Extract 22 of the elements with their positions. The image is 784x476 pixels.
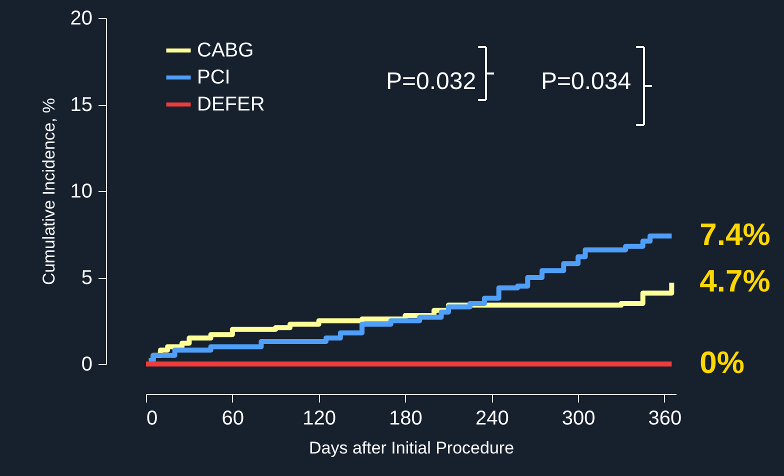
x-tick-label: 360 [648, 408, 682, 430]
x-tick-label: 180 [389, 408, 422, 430]
y-tick-label: 5 [81, 267, 92, 289]
y-tick-label: 10 [70, 180, 92, 202]
x-tick-label: 120 [302, 408, 336, 430]
x-tick-label: 0 [146, 408, 158, 430]
y-axis-title: Cumulative Incidence, % [39, 98, 58, 286]
legend-label: PCI [197, 66, 230, 88]
y-tick-label: 20 [70, 8, 92, 30]
data-label: 7.4% [700, 216, 770, 252]
legend-label: CABG [197, 40, 254, 62]
y-tick-label: 0 [81, 354, 92, 376]
data-label: 4.7% [700, 264, 770, 299]
x-tick-label: 60 [222, 408, 244, 430]
x-axis-title: Days after Initial Procedure [308, 438, 514, 458]
x-tick-label: 240 [475, 408, 509, 430]
x-tick-label: 300 [562, 408, 596, 430]
annotation: P=0.034 [541, 68, 632, 95]
legend-label: DEFER [197, 94, 265, 116]
y-tick-label: 15 [70, 94, 92, 116]
annotation: P=0.032 [386, 68, 476, 95]
data-label: 0% [700, 345, 744, 380]
